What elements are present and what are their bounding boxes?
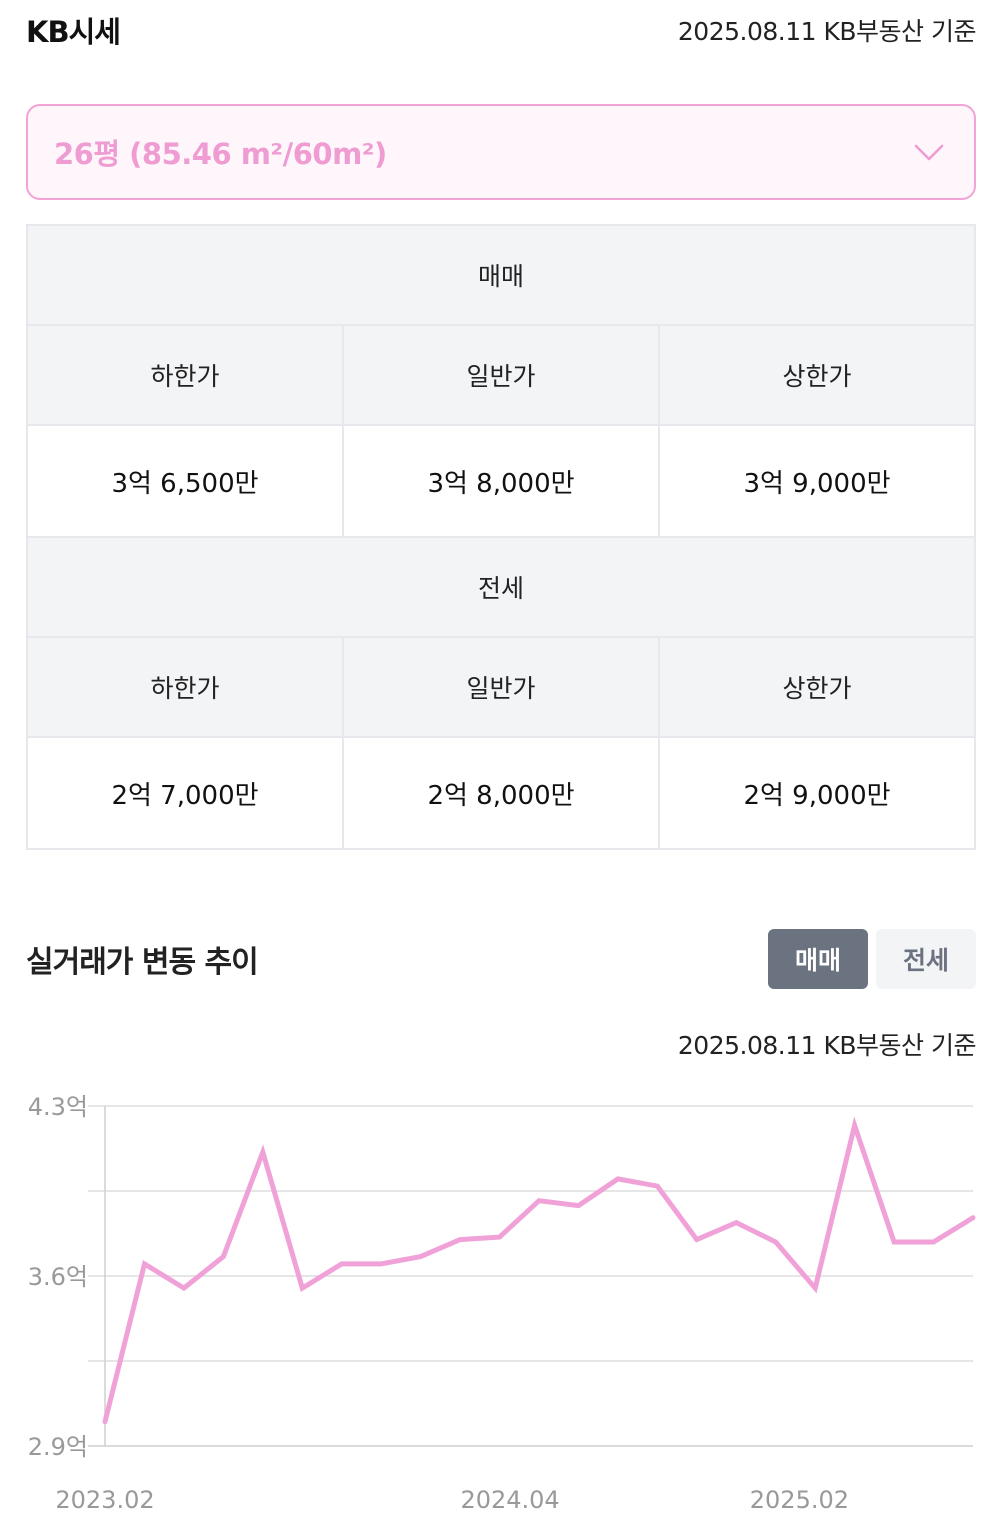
sale-high-value: 3억 9,000만 xyxy=(658,424,976,538)
series-line xyxy=(102,1116,976,1425)
y-axis-labels: 4.3억 3.6억 2.9억 xyxy=(28,1093,88,1461)
trend-header: 실거래가 변동 추이 매매 전세 xyxy=(26,928,976,990)
jeonse-mid-value: 2억 8,000만 xyxy=(342,736,660,850)
x-tick-label: 2023.02 xyxy=(55,1486,154,1514)
trend-title: 실거래가 변동 추이 xyxy=(26,945,259,980)
jeonse-section-header: 전세 xyxy=(26,536,976,638)
chart-basis-date: 2025.08.11 KB부동산 기준 xyxy=(677,1031,977,1060)
jeonse-low-header: 하한가 xyxy=(26,636,344,738)
tab-sale[interactable]: 매매 xyxy=(768,929,868,989)
jeonse-mid-header: 일반가 xyxy=(342,636,660,738)
size-select-dropdown[interactable]: 26평 (85.46 m²/60m²) xyxy=(26,104,976,200)
chevron-down-icon xyxy=(914,144,944,161)
jeonse-high-header: 상한가 xyxy=(658,636,976,738)
sale-mid-value: 3억 8,000만 xyxy=(342,424,660,538)
sale-section-header: 매매 xyxy=(26,224,976,326)
x-axis-labels: 2023.02 2024.04 2025.02 xyxy=(55,1486,849,1514)
kb-header: KB시세 2025.08.11 KB부동산 기준 xyxy=(26,8,977,52)
chart-series xyxy=(102,1116,976,1425)
kb-title: KB시세 xyxy=(26,15,121,49)
sale-low-header: 하한가 xyxy=(26,324,344,426)
y-tick-label: 3.6억 xyxy=(28,1263,88,1291)
sale-mid-header: 일반가 xyxy=(342,324,660,426)
price-trend-chart: 4.3억 3.6억 2.9억 2023.02 2024.04 2025.02 xyxy=(28,1093,976,1514)
x-tick-label: 2025.02 xyxy=(750,1486,849,1514)
jeonse-low-value: 2억 7,000만 xyxy=(26,736,344,850)
kb-basis-date: 2025.08.11 KB부동산 기준 xyxy=(677,17,977,46)
sale-low-value: 3억 6,500만 xyxy=(26,424,344,538)
kb-price-table: 매매 하한가 일반가 상한가 3억 6,500만 3억 8,000만 3억 9,… xyxy=(26,224,976,850)
y-tick-label: 2.9억 xyxy=(28,1433,88,1461)
jeonse-high-value: 2억 9,000만 xyxy=(658,736,976,850)
size-select-value: 26평 (85.46 m²/60m²) xyxy=(54,137,387,171)
tab-jeonse[interactable]: 전세 xyxy=(876,929,976,989)
sale-high-header: 상한가 xyxy=(658,324,976,426)
trend-tabs: 매매 전세 xyxy=(768,929,976,989)
x-tick-label: 2024.04 xyxy=(460,1486,559,1514)
chart-grid xyxy=(88,1105,973,1447)
y-tick-label: 4.3억 xyxy=(28,1093,88,1121)
